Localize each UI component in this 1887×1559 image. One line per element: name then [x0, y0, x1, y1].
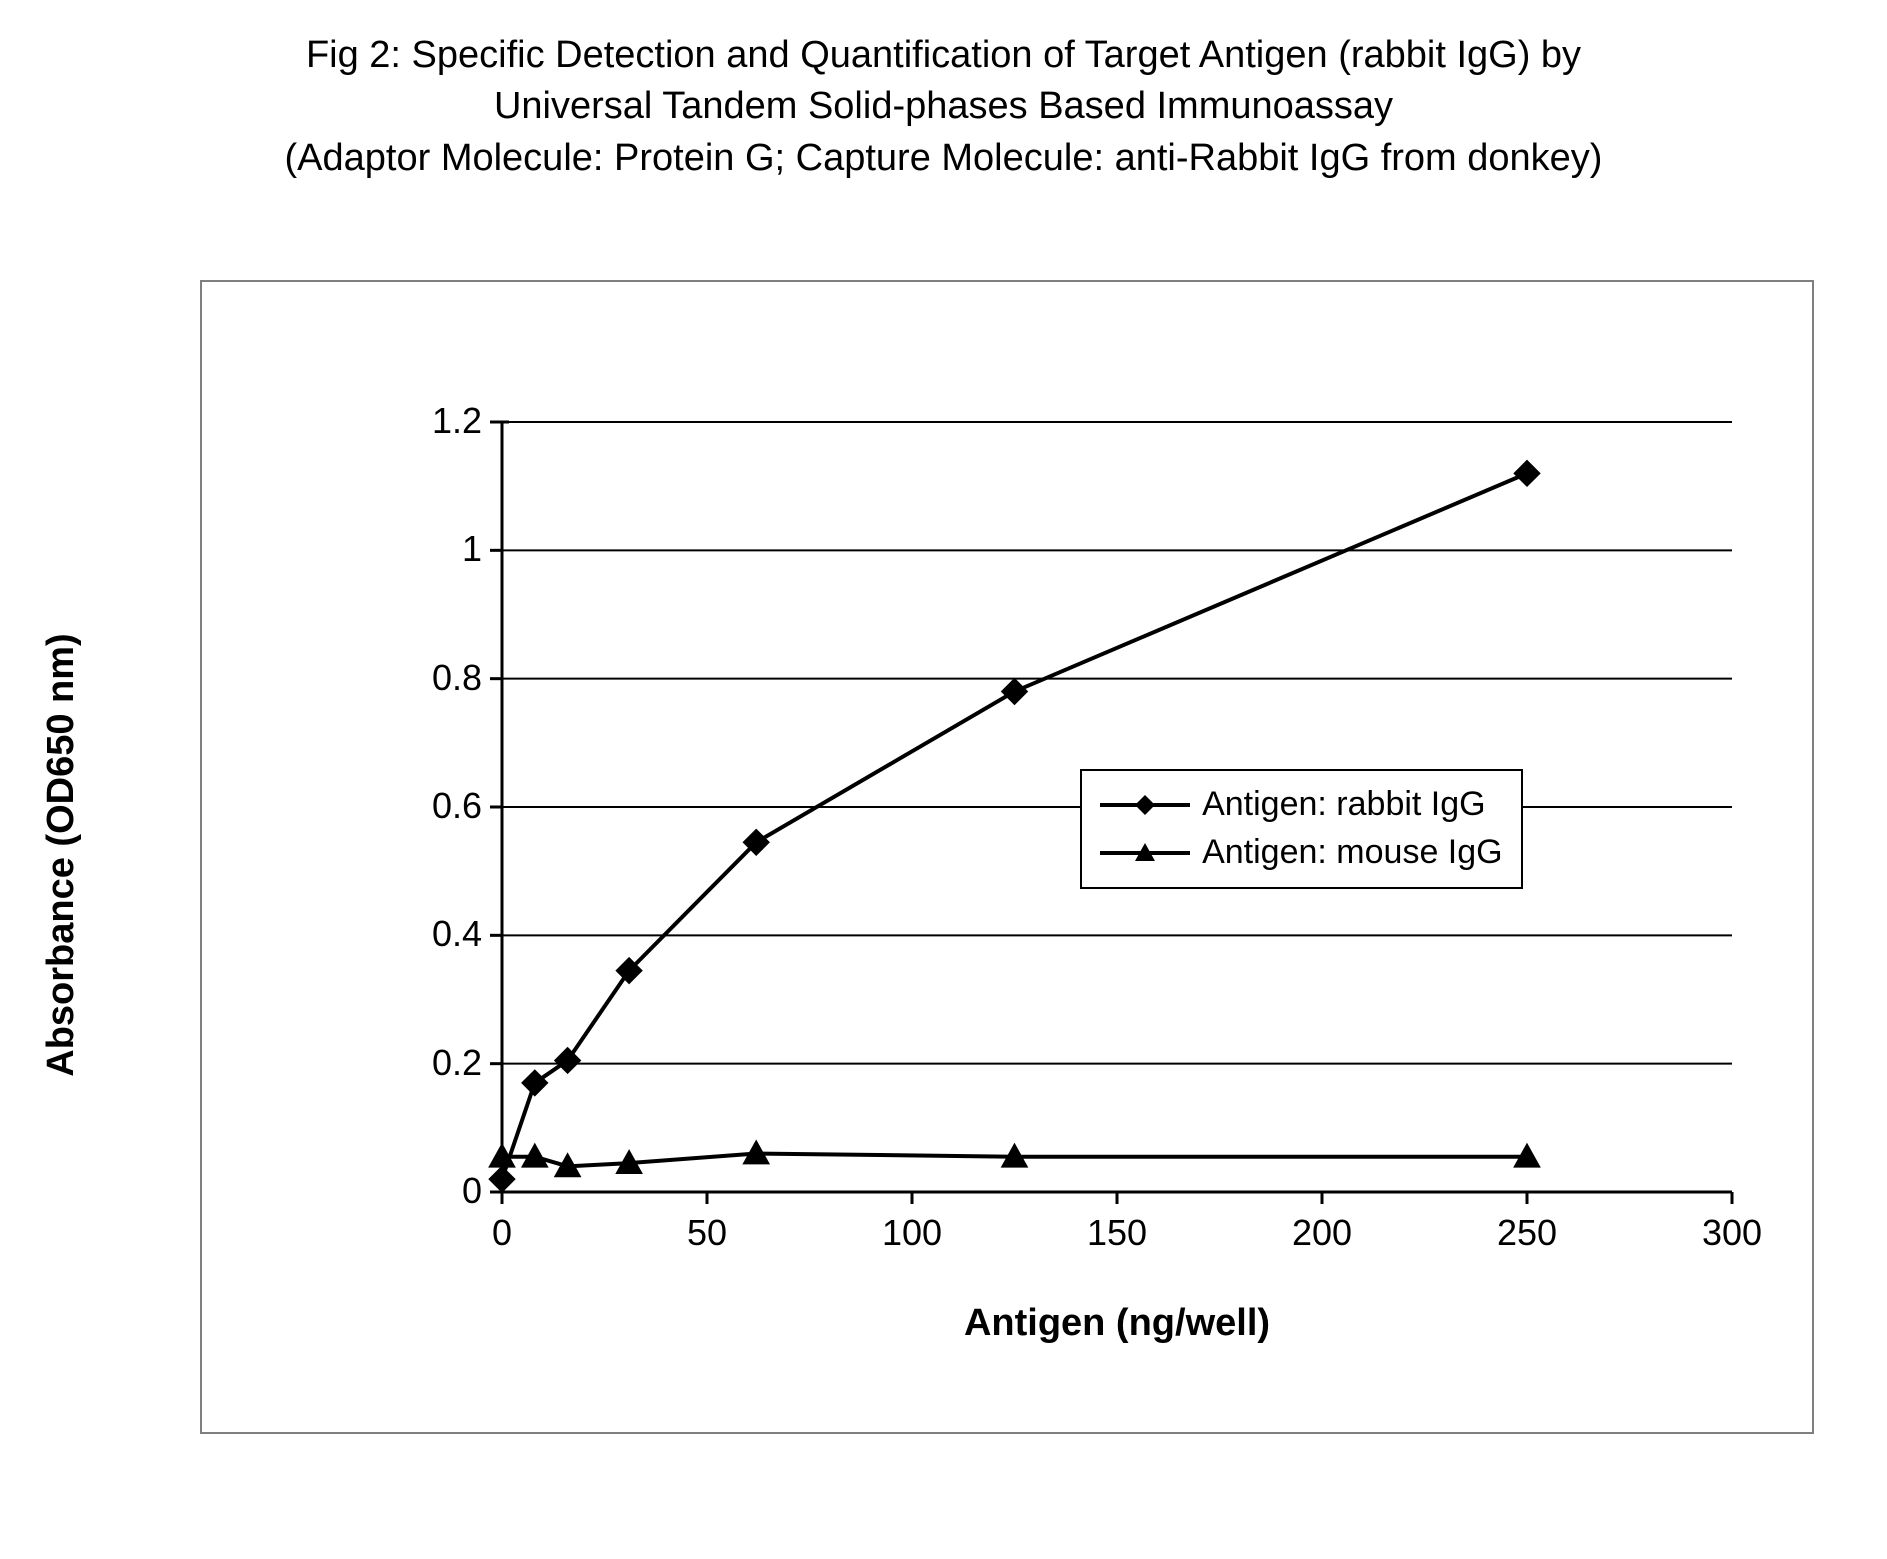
y-tick-label: 0.4: [392, 913, 482, 955]
y-tick-label: 0.6: [392, 785, 482, 827]
legend-swatch: [1100, 838, 1190, 868]
page: Fig 2: Specific Detection and Quantifica…: [0, 0, 1887, 1559]
legend-swatch: [1100, 790, 1190, 820]
x-tick-label: 50: [657, 1212, 757, 1254]
y-tick-label: 1.2: [392, 400, 482, 442]
title-line-2: Universal Tandem Solid-phases Based Immu…: [0, 81, 1887, 132]
x-tick-label: 100: [862, 1212, 962, 1254]
chart-outer-frame: 0 0.2 0.4 0.6 0.8 1 1.2 0 50 100 150 200 250 300 Ant…: [200, 280, 1814, 1434]
triangle-marker-icon: [1100, 838, 1190, 868]
title-line-1: Fig 2: Specific Detection and Quantifica…: [0, 30, 1887, 81]
legend-label: Antigen: mouse IgG: [1202, 833, 1503, 872]
x-tick-label: 250: [1477, 1212, 1577, 1254]
y-tick-label: 0.8: [392, 657, 482, 699]
y-axis-label: Absorbance (OD650 nm): [40, 280, 100, 1430]
y-tick-label: 1: [392, 528, 482, 570]
y-tick-label: 0.2: [392, 1042, 482, 1084]
x-tick-label: 0: [452, 1212, 552, 1254]
legend-row: Antigen: rabbit IgG: [1100, 781, 1503, 829]
x-axis-label: Antigen (ng/well): [502, 1302, 1732, 1345]
legend: Antigen: rabbit IgG Antigen: mouse IgG: [1080, 769, 1523, 889]
diamond-marker-icon: [1100, 790, 1190, 820]
x-tick-label: 150: [1067, 1212, 1167, 1254]
y-tick-label: 0: [392, 1170, 482, 1212]
title-line-3: (Adaptor Molecule: Protein G; Capture Mo…: [0, 133, 1887, 184]
x-tick-label: 200: [1272, 1212, 1372, 1254]
legend-row: Antigen: mouse IgG: [1100, 829, 1503, 877]
figure-title: Fig 2: Specific Detection and Quantifica…: [0, 30, 1887, 184]
legend-label: Antigen: rabbit IgG: [1202, 785, 1486, 824]
x-tick-label: 300: [1682, 1212, 1782, 1254]
